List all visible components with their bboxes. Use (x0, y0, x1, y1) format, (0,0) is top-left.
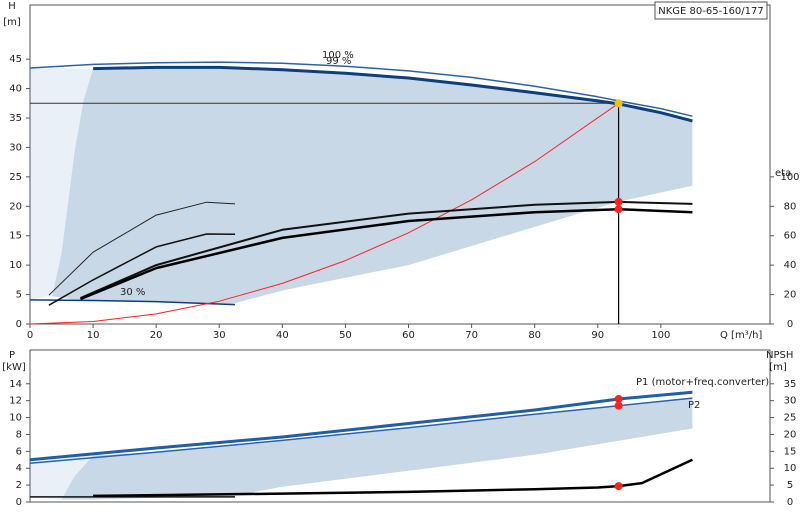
x-tick-label: 70 (465, 330, 478, 341)
plot-frame (29, 349, 771, 503)
y-tick-label: 15 (9, 231, 22, 242)
operating-point (614, 401, 623, 410)
x-tick-label: 50 (339, 330, 352, 341)
y-tick-label: 45 (9, 54, 22, 65)
y-tick-label: 6 (16, 446, 22, 457)
y-axis-label: H (8, 1, 16, 12)
y2-tick-label: 25 (784, 413, 797, 424)
y2-tick-label: 30 (784, 396, 797, 407)
y-tick-label: 25 (9, 172, 22, 183)
y2-tick-label: 100 (780, 172, 799, 183)
x-tick-label: 40 (276, 330, 289, 341)
y-tick-label: 10 (9, 413, 22, 424)
x-tick-label: 100 (651, 330, 670, 341)
x-tick-label: 30 (213, 330, 226, 341)
y-tick-label: 2 (16, 480, 22, 491)
curve-label: P1 (motor+freq.converter) (636, 377, 769, 388)
operating-point (614, 394, 623, 403)
operating-area (30, 68, 94, 300)
x-tick-label: 90 (591, 330, 604, 341)
x-tick-label: 60 (402, 330, 415, 341)
y2-tick-label: 60 (784, 231, 797, 242)
x-tick-label: 10 (87, 330, 100, 341)
y2-tick-label: 0 (787, 497, 793, 508)
operating-area (30, 455, 94, 500)
operating-area (52, 67, 693, 305)
curve-label: 99 % (326, 56, 351, 67)
x-tick-label: 80 (528, 330, 541, 341)
y-tick-label: 20 (9, 201, 22, 212)
y-axis-label: P (9, 350, 15, 361)
y-tick-label: 10 (9, 260, 22, 271)
y2-tick-label: 5 (787, 480, 793, 491)
operating-point (614, 197, 623, 206)
curve (93, 458, 693, 498)
y-axis-unit: [kW] (2, 362, 26, 373)
operating-point (614, 205, 623, 214)
y-tick-label: 35 (9, 113, 22, 124)
y-tick-label: 0 (16, 319, 22, 330)
chart-title: NKGE 80-65-160/177 (658, 6, 764, 17)
y-axis-unit: [m] (3, 17, 21, 28)
y-tick-label: 4 (16, 463, 22, 474)
curve-label: 100 % (322, 50, 354, 61)
curve (93, 65, 693, 123)
y-tick-label: 14 (9, 379, 22, 390)
plot-frame (29, 4, 771, 325)
title-box (654, 1, 768, 20)
curve-label: P2 (688, 400, 700, 411)
y2-axis-unit: [m] (769, 362, 787, 373)
curve (48, 233, 236, 306)
y2-tick-label: 35 (784, 379, 797, 390)
y2-tick-label: 15 (784, 446, 797, 457)
y-tick-label: 40 (9, 84, 22, 95)
curve (29, 102, 619, 325)
operating-point (614, 482, 623, 491)
x-axis-label: Q [m³/h] (720, 330, 762, 341)
operating-point (614, 99, 623, 108)
curve (29, 299, 236, 306)
x-tick-label: 20 (150, 330, 163, 341)
y2-axis-label: eta (775, 168, 791, 179)
y2-tick-label: 0 (787, 319, 793, 330)
y2-tick-label: 40 (784, 260, 797, 271)
y2-tick-label: 10 (784, 463, 797, 474)
y-tick-label: 0 (16, 497, 22, 508)
y-tick-label: 8 (16, 429, 22, 440)
y2-axis-label: NPSH (766, 350, 793, 361)
y2-tick-label: 80 (784, 201, 797, 212)
y2-tick-label: 20 (784, 429, 797, 440)
y-tick-label: 5 (16, 290, 22, 301)
curve (48, 201, 236, 296)
y-tick-label: 12 (9, 396, 22, 407)
x-tick-label: 0 (27, 330, 33, 341)
y2-tick-label: 20 (784, 290, 797, 301)
operating-area (61, 398, 693, 500)
curve-label: 30 % (120, 287, 145, 298)
y-tick-label: 30 (9, 142, 22, 153)
